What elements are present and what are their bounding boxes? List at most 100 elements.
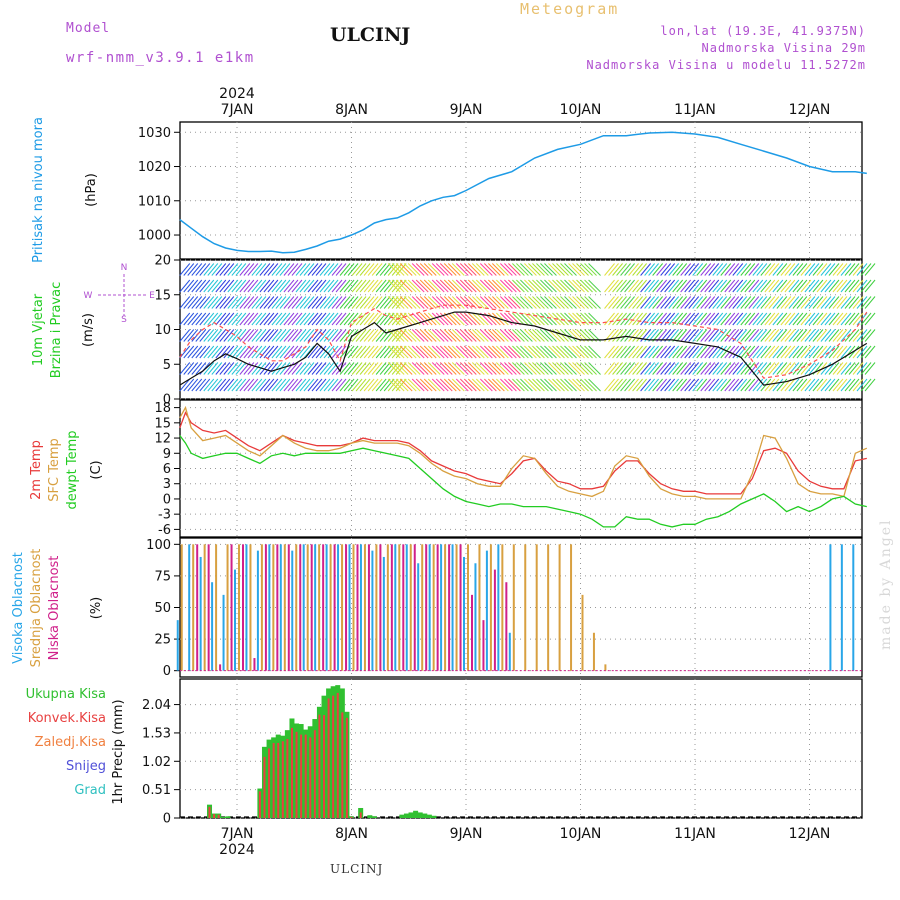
wind-barb <box>544 345 557 359</box>
cloud-bar <box>295 544 298 671</box>
wind-barb <box>648 362 660 375</box>
wind-barb <box>455 362 469 375</box>
wind-barb <box>247 362 259 375</box>
wind-barb <box>588 279 601 293</box>
cloud-bar <box>604 664 607 671</box>
wind-barb <box>391 279 405 293</box>
date-label-bottom: 9JAN <box>450 826 483 842</box>
wind-barb <box>520 279 533 293</box>
wind-barb <box>259 279 271 293</box>
wind-barb <box>403 362 417 375</box>
wind-barb <box>291 312 303 326</box>
precip-bar-convective <box>263 756 266 818</box>
wind-barb <box>299 329 311 342</box>
wind-barb <box>536 296 549 309</box>
wind-barb <box>439 345 453 359</box>
wind-barb <box>752 312 764 326</box>
wind-barb <box>812 312 824 326</box>
cloud-bar <box>413 544 416 671</box>
wind-barb <box>395 263 409 276</box>
y-tick-label: 0 <box>163 812 171 827</box>
wind-barb <box>423 263 437 276</box>
wind-barb <box>820 362 832 375</box>
wind-barb <box>808 279 820 293</box>
wind-barb <box>315 329 327 342</box>
wind-barb <box>351 263 363 276</box>
cloud-bar <box>367 544 370 671</box>
wind-barb <box>219 378 231 392</box>
wind-barb <box>251 279 263 293</box>
wind-barb <box>788 345 800 359</box>
wind-barb <box>796 263 808 276</box>
wind-barb <box>231 296 243 309</box>
precip-bar-convective <box>295 731 298 818</box>
wind-barb <box>736 263 748 276</box>
precip-bar-convective <box>341 712 344 818</box>
wind-barb <box>728 329 740 342</box>
precip-bar-total <box>225 816 231 818</box>
wind-barb <box>415 296 429 309</box>
wind-barb <box>255 279 267 293</box>
wind-barb <box>840 362 852 375</box>
wind-barb <box>275 296 287 309</box>
wind-barb <box>576 312 589 326</box>
wind-barb <box>427 312 441 326</box>
wind-barb <box>528 312 541 326</box>
wind-barb <box>548 378 561 392</box>
wind-barb <box>588 263 601 276</box>
wind-barb <box>860 362 872 375</box>
wind-barb <box>808 312 820 326</box>
cloud-bar <box>432 544 435 671</box>
wind-barb <box>275 345 287 359</box>
wind-barb <box>183 329 195 342</box>
wind-barb <box>836 279 848 293</box>
wind-barb <box>744 345 756 359</box>
wind-barb <box>335 263 347 276</box>
wind-barb <box>668 279 680 293</box>
wind-barb <box>844 296 856 309</box>
wind-barb <box>516 329 529 342</box>
wind-barb <box>455 279 469 293</box>
wind-barb <box>387 362 399 375</box>
wind-barb <box>255 296 267 309</box>
wind-barb <box>315 378 327 392</box>
wind-barb <box>363 378 375 392</box>
wind-barb <box>724 378 736 392</box>
wind-barb <box>548 279 561 293</box>
wind-barb <box>483 263 497 276</box>
wind-barb <box>231 329 243 342</box>
wind-barb <box>536 362 549 375</box>
wind-barb <box>548 296 561 309</box>
wind-barb <box>752 279 764 293</box>
wind-barb <box>564 329 577 342</box>
wind-barb <box>307 312 319 326</box>
wind-barb <box>379 312 391 326</box>
wind-barb <box>684 263 696 276</box>
wind-barb <box>355 296 367 309</box>
wind-barb <box>708 362 720 375</box>
wind-barb <box>203 378 215 392</box>
wind-barb <box>796 362 808 375</box>
wind-barb <box>624 279 635 293</box>
wind-barb <box>395 362 409 375</box>
wind-barb <box>620 362 631 375</box>
cloud-bar <box>203 544 206 671</box>
wind-barb <box>520 362 533 375</box>
wind-barb <box>291 279 303 293</box>
cloud-bar <box>581 594 584 671</box>
wind-barb <box>496 312 509 326</box>
wind-barb <box>852 263 864 276</box>
wind-barb <box>644 345 656 359</box>
wind-barb <box>764 279 776 293</box>
wind-barb <box>407 279 421 293</box>
wind-barb <box>315 345 327 359</box>
wind-barb <box>648 279 660 293</box>
wind-barb <box>756 263 768 276</box>
wind-barb <box>708 345 720 359</box>
wind-barb <box>415 329 429 342</box>
wind-barb <box>584 312 597 326</box>
wind-barb <box>640 378 651 392</box>
wind-barb <box>552 345 565 359</box>
wind-barb <box>524 345 537 359</box>
y-tick-label: -6 <box>158 523 171 538</box>
